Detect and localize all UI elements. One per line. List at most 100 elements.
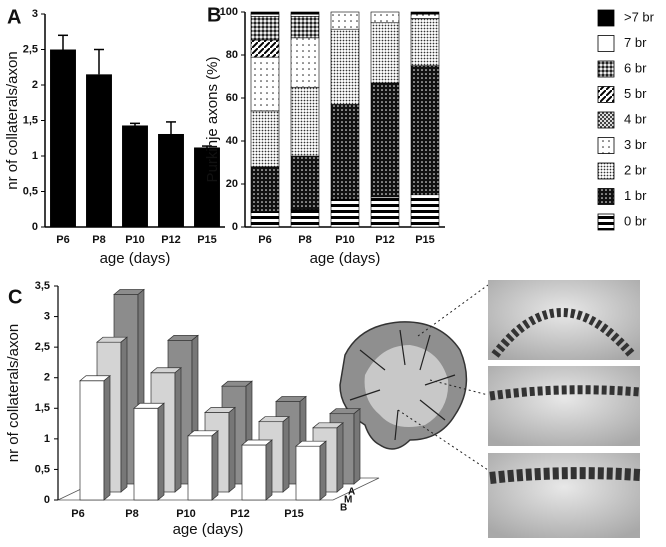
x-axis-label: age (days) [100, 250, 171, 267]
bar [194, 147, 220, 227]
y-axis-label: Purkinje axons (%) [204, 57, 221, 183]
bar-segment [370, 11, 400, 24]
bar-side [228, 406, 236, 493]
bar-front [241, 444, 267, 501]
series-label: A [348, 487, 355, 498]
x-tick-label: P12 [161, 234, 181, 246]
bar-segment [250, 110, 280, 168]
x-tick-label: P8 [92, 234, 105, 246]
y-tick-label: 3 [44, 310, 50, 322]
legend-swatch [597, 188, 615, 205]
legend-swatch [597, 162, 615, 180]
bar-segment [250, 15, 280, 41]
y-tick-label: 20 [226, 178, 238, 190]
bar-side [319, 440, 327, 501]
bar-side [174, 367, 182, 493]
y-tick-label: 0 [232, 221, 238, 233]
bar [50, 49, 76, 227]
bar-segment [250, 166, 280, 213]
legend-label: 1 br [624, 188, 647, 203]
legend-label: 7 br [624, 35, 647, 50]
bar-side [103, 375, 111, 501]
bar-segment [370, 22, 400, 84]
legend-label: 3 br [624, 137, 647, 152]
legend-label: >7 br [624, 9, 655, 24]
bar-segment [290, 11, 320, 15]
bar-segment [250, 11, 280, 15]
legend-label: 6 br [624, 60, 647, 75]
series-label: M [344, 495, 352, 506]
legend-label: 5 br [624, 86, 647, 101]
bar-side [353, 407, 361, 485]
bar [158, 133, 184, 227]
bar [86, 74, 112, 227]
x-tick-label: P15 [415, 234, 435, 246]
y-tick-label: 1,5 [35, 402, 50, 414]
bar-segment [290, 86, 320, 157]
x-axis-label: age (days) [173, 521, 244, 538]
bar-segment [410, 65, 440, 196]
bar-side [211, 430, 219, 501]
bar-segment [290, 13, 320, 17]
y-tick-label: 0,5 [35, 463, 50, 475]
x-tick-label: P10 [125, 234, 145, 246]
legend-label: 2 br [624, 162, 647, 177]
bar-segment [290, 209, 320, 228]
bar-segment [410, 13, 440, 19]
legend-swatch [597, 9, 615, 27]
x-tick-label: P6 [71, 508, 84, 520]
y-tick-label: 3,5 [35, 280, 50, 292]
bar-front [79, 380, 105, 501]
x-tick-label: P8 [125, 508, 138, 520]
series-label: B [340, 503, 347, 514]
bar-segment [330, 198, 360, 228]
bar [122, 125, 148, 227]
y-tick-label: 2,5 [23, 43, 38, 55]
bar-side [120, 336, 128, 493]
x-tick-label: P12 [230, 508, 250, 520]
y-tick-label: 3 [32, 8, 38, 20]
bar-side [265, 439, 273, 501]
x-tick-label: P6 [258, 234, 271, 246]
panel-label: C [8, 286, 22, 308]
bar-front [187, 435, 213, 501]
bar-segment [250, 13, 280, 17]
legend-label: 4 br [624, 111, 647, 126]
y-tick-label: 1 [32, 150, 38, 162]
x-tick-label: P8 [298, 234, 311, 246]
y-tick-label: 0 [44, 494, 50, 506]
y-tick-label: 60 [226, 92, 238, 104]
bar-front [133, 407, 159, 501]
bar-segment [290, 15, 320, 39]
y-tick-label: 0 [32, 221, 38, 233]
y-tick-label: 1,5 [23, 114, 38, 126]
bar-segment [330, 11, 360, 30]
bar-segment [250, 56, 280, 112]
y-tick-label: 2 [32, 79, 38, 91]
legend-swatch [597, 213, 615, 231]
x-tick-label: P15 [284, 508, 304, 520]
y-tick-label: 40 [226, 135, 238, 147]
bar-side [336, 422, 344, 493]
bar-segment [290, 155, 320, 211]
bar-segment [410, 11, 440, 15]
y-axis-label: nr of collaterals/axon [4, 51, 21, 189]
bar-side [157, 402, 165, 501]
bar-segment [410, 18, 440, 67]
bar-side [282, 415, 290, 493]
panel-label: B [207, 4, 221, 26]
bar-front [295, 445, 321, 501]
legend-swatch [597, 137, 615, 154]
x-tick-label: P10 [176, 508, 196, 520]
bar-segment [410, 194, 440, 228]
x-tick-label: P12 [375, 234, 395, 246]
bar-segment [290, 37, 320, 88]
y-tick-label: 0,5 [23, 185, 38, 197]
bar-segment [250, 211, 280, 228]
bar-segment [370, 82, 400, 198]
legend-swatch [597, 111, 615, 129]
legend-swatch [597, 35, 615, 52]
cerebellum-diagram [339, 284, 489, 471]
y-tick-label: 100 [220, 6, 238, 18]
